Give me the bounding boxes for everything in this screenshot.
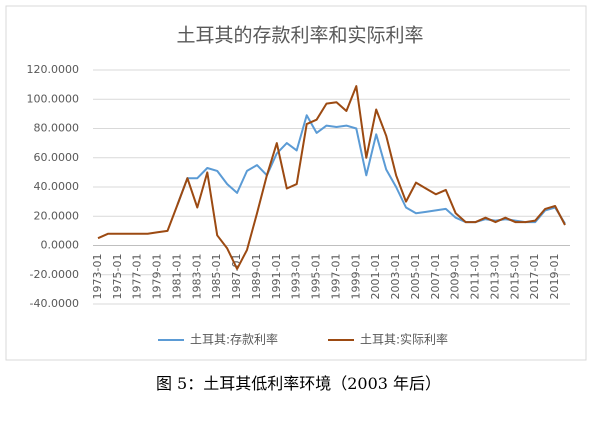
legend-label: 土耳其:实际利率 [360,332,448,347]
y-tick-label: 20.0000 [34,209,80,222]
legend-label: 土耳其:存款利率 [190,332,278,347]
series-line [97,85,566,270]
chart-title: 土耳其的存款利率和实际利率 [176,25,423,47]
y-tick-label: -40.0000 [30,297,79,310]
x-tick-label: 1975-01 [111,254,124,300]
x-tick-label: 1991-01 [270,254,283,300]
x-tick-label: 2011-01 [469,254,482,300]
x-tick-label: 1973-01 [91,254,104,300]
caption: 图 5：土耳其低利率环境（2003 年后） [155,374,442,393]
x-tick-label: 2005-01 [409,254,422,300]
y-tick-label: 120.0000 [27,63,80,76]
y-tick-label: 80.0000 [34,122,80,135]
x-tick-label: 2009-01 [449,254,462,300]
x-tick-label: 1989-01 [250,254,263,300]
x-tick-label: 2015-01 [508,254,521,300]
x-tick-label: 2019-01 [548,254,561,300]
x-tick-label: 1995-01 [310,254,323,300]
x-tick-label: 1977-01 [131,254,144,300]
x-tick-label: 2007-01 [429,254,442,300]
x-tick-label: 1997-01 [329,254,342,300]
x-tick-label: 1985-01 [210,254,223,300]
x-tick-label: 2017-01 [528,254,541,300]
x-tick-label: 1979-01 [151,254,164,300]
chart: 土耳其的存款利率和实际利率 -40.0000 -20.0000 0.0000 20.0… [5,5,587,361]
y-tick-label: 40.0000 [34,180,80,193]
x-tick-label: 2003-01 [389,254,402,300]
y-tick-label: 100.0000 [27,92,80,105]
y-tick-label: 0.0000 [41,239,80,252]
x-tick-label: 1983-01 [190,254,203,300]
y-tick-label: -20.0000 [30,268,79,281]
x-tick-label: 2001-01 [369,254,382,300]
x-tick-label: 1993-01 [290,254,303,300]
x-tick-label: 1999-01 [349,254,362,300]
y-tick-label: 60.0000 [34,151,80,164]
x-tick-label: 1981-01 [170,254,183,300]
x-tick-label: 2013-01 [488,254,501,300]
